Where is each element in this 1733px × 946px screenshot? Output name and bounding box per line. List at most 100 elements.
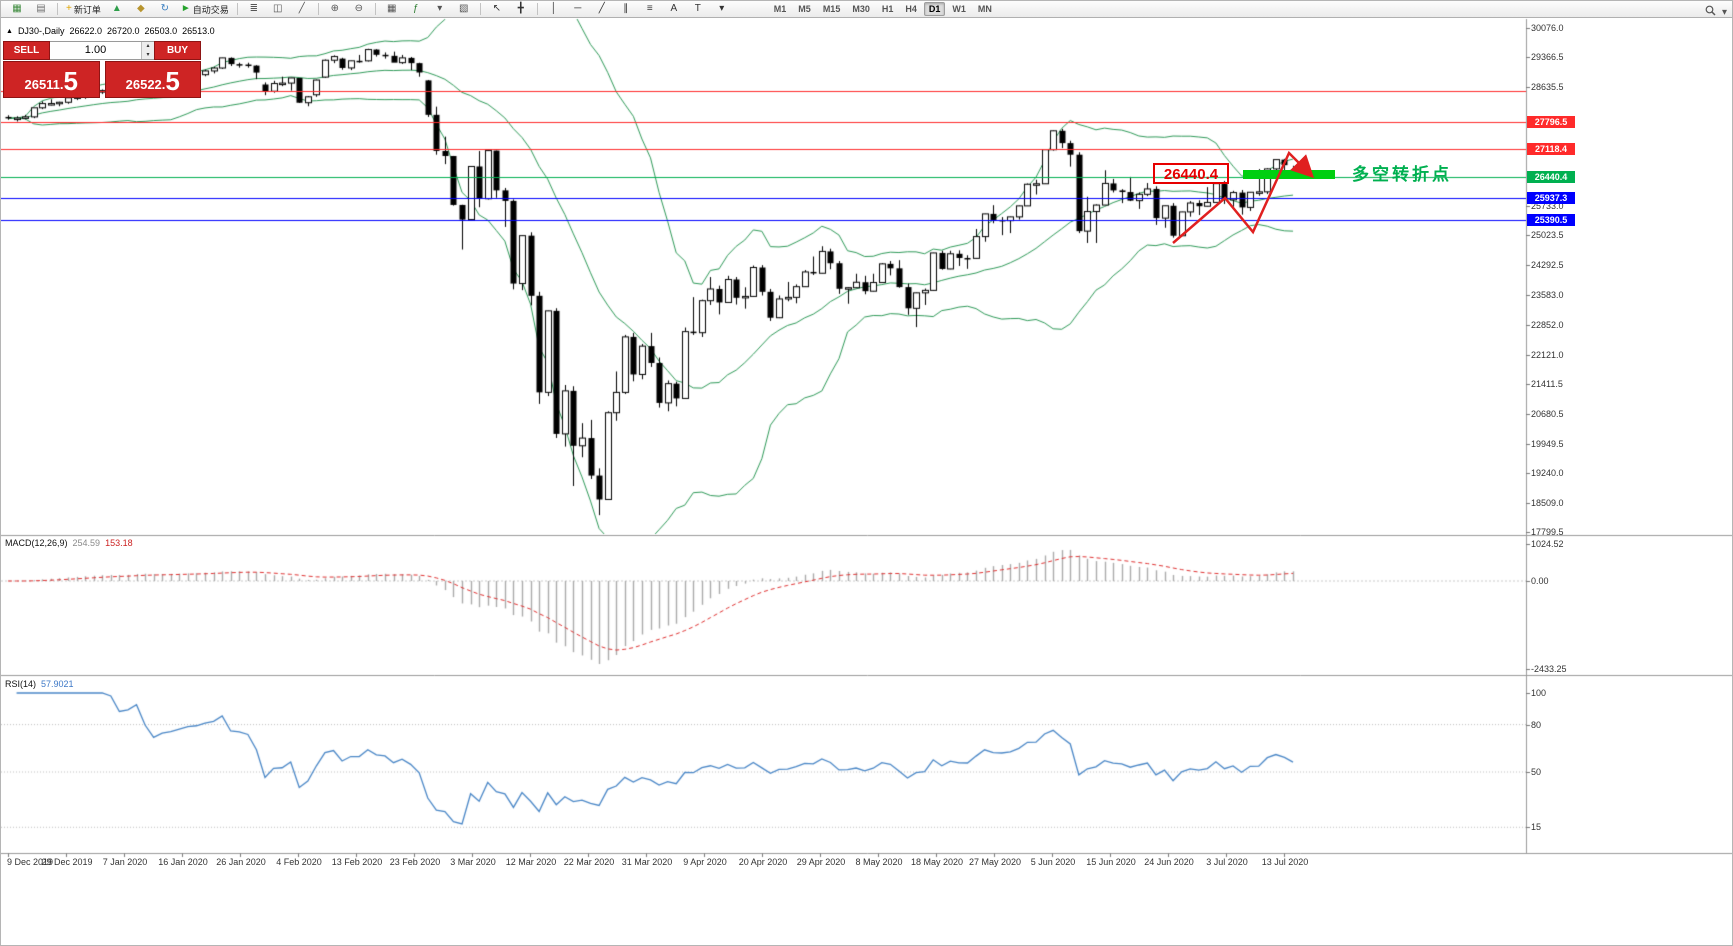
timeframe-W1-button[interactable]: W1 <box>952 4 966 14</box>
chart-profiles-button[interactable]: ▤ <box>30 1 52 18</box>
rsi-indicator-label: RSI(14) 57.9021 <box>5 679 74 689</box>
time-axis-label: 29 Apr 2020 <box>796 857 846 867</box>
tile-windows-button[interactable]: ▦ <box>381 1 403 18</box>
quick-nav-arrow-icon[interactable]: ▾ <box>1721 6 1727 18</box>
turning-point-label[interactable]: 多空转折点 <box>1352 165 1452 184</box>
indicators-button[interactable]: ƒ <box>405 1 427 18</box>
time-axis-label: 12 Mar 2020 <box>505 857 557 867</box>
bar-chart-type-button[interactable]: ≣ <box>243 1 265 18</box>
macd-signal-value: 153.18 <box>105 538 133 548</box>
time-axis-label: 20 Apr 2020 <box>738 857 788 867</box>
buy-price-box[interactable]: 26522. 5 <box>104 61 201 98</box>
time-axis-label: 9 Dec 2019 <box>6 857 54 867</box>
close-value: 26513.0 <box>182 26 215 36</box>
time-axis-label: 3 Jul 2020 <box>1206 857 1248 867</box>
toolbar-button-groups: ▦ ▤ + 新订单 ▲ ◆ ↻ ► 自动交易 ≣ ◫ ╱ ⊕ ⊖ ▦ ƒ ▾ ▧ ↖ ╋ │ ─ ╱ ∥ ≡ A T ▾ <box>5 1 734 18</box>
trendline-button[interactable]: ╱ <box>591 1 613 18</box>
price-axis-line-tag: 25937.3 <box>1527 191 1575 204</box>
time-axis-label: 26 Jan 2020 <box>216 857 266 867</box>
timeframe-MN-button[interactable]: MN <box>977 4 992 14</box>
lot-size-field[interactable]: 1.00 ▴ ▾ <box>50 41 154 60</box>
sell-price-box[interactable]: 26511. 5 <box>3 61 100 98</box>
chart-shift-icon[interactable]: ◆ <box>130 1 152 18</box>
price-axis-tick: 20680.5 <box>1531 408 1564 419</box>
time-axis-label: 9 Apr 2020 <box>683 857 727 867</box>
crosshair-button[interactable]: ╋ <box>510 1 532 18</box>
cursor-button[interactable]: ↖ <box>486 1 508 18</box>
zoom-out-button[interactable]: ⊖ <box>348 1 370 18</box>
sell-price-pip: 5 <box>63 66 78 96</box>
new-order-button[interactable]: + 新订单 <box>63 1 104 18</box>
time-axis-label: 8 May 2020 <box>855 857 903 867</box>
zoom-in-button[interactable]: ⊕ <box>324 1 346 18</box>
support-zone-highlight[interactable] <box>1243 170 1335 179</box>
buy-button[interactable]: BUY <box>154 41 201 60</box>
new-order-button-glyph: + <box>66 3 72 14</box>
price-axis-line-tag: 25390.5 <box>1527 214 1575 227</box>
sell-button[interactable]: SELL <box>3 41 50 60</box>
refresh-icon[interactable]: ↻ <box>154 1 176 18</box>
horizontal-line-button[interactable]: ─ <box>567 1 589 18</box>
fibonacci-button-glyph: ≡ <box>646 3 653 14</box>
channel-button-glyph: ∥ <box>623 3 629 14</box>
macd-name: MACD(12,26,9) <box>5 538 68 548</box>
timeframe-M1-button[interactable]: M1 <box>773 4 787 14</box>
timeframe-D1-button[interactable]: D1 <box>923 2 946 16</box>
lot-size-value[interactable]: 1.00 <box>84 44 107 56</box>
price-level-annotation[interactable]: 26440.4 <box>1153 163 1229 184</box>
price-axis-tick: 18509.0 <box>1531 497 1564 508</box>
rsi-axis-tick: 50 <box>1531 767 1542 777</box>
line-chart-type-button[interactable]: ╱ <box>291 1 313 18</box>
macd-indicator-label: MACD(12,26,9) 254.59 153.18 <box>5 538 133 548</box>
text-label-button[interactable]: T <box>687 1 709 18</box>
rsi-axis-tick: 15 <box>1531 822 1542 833</box>
lot-increase-icon[interactable]: ▴ <box>142 42 154 51</box>
trend-zigzag-arrow[interactable] <box>1141 129 1341 259</box>
price-axis-tick: 17799.5 <box>1531 527 1564 537</box>
time-axis-label: 13 Jul 2020 <box>1261 857 1309 867</box>
price-axis-line-tag: 27118.4 <box>1527 143 1575 156</box>
timeframe-M15-button[interactable]: M15 <box>822 4 841 14</box>
vertical-line-button-glyph: │ <box>550 3 557 14</box>
channel-button[interactable]: ∥ <box>615 1 637 18</box>
candlestick-chart-type-button-glyph: ◫ <box>273 3 283 14</box>
time-axis-label: 31 Mar 2020 <box>621 857 673 867</box>
price-axis-tick: 21411.5 <box>1531 378 1563 389</box>
arrows-dropdown[interactable]: ▾ <box>711 1 733 18</box>
toolbar-separator <box>374 3 376 15</box>
timeframe-H4-button[interactable]: H4 <box>905 4 917 14</box>
macd-axis-tick: 0.00 <box>1531 576 1549 586</box>
rsi-name: RSI(14) <box>5 679 37 689</box>
price-axis-tick: 23583.0 <box>1531 289 1564 300</box>
vertical-line-button[interactable]: │ <box>543 1 565 18</box>
periods-dropdown[interactable]: ▾ <box>429 1 451 18</box>
chart-shift-icon-glyph: ◆ <box>137 3 145 14</box>
crosshair-button-glyph: ╋ <box>517 3 524 14</box>
templates-button[interactable]: ▧ <box>453 1 475 18</box>
time-axis-label: 4 Feb 2020 <box>276 857 322 867</box>
sell-price-main: 26511. <box>24 77 64 92</box>
macd-main-value: 254.59 <box>72 538 101 548</box>
time-axis-label: 13 Feb 2020 <box>331 857 383 867</box>
timeframe-M30-button[interactable]: M30 <box>852 4 870 14</box>
toolbar-separator <box>479 3 481 15</box>
open-value: 26622.0 <box>69 26 102 36</box>
timeframe-H1-button[interactable]: H1 <box>881 4 894 14</box>
line-chart-type-button-glyph: ╱ <box>298 3 305 14</box>
toolbar-separator <box>57 3 58 15</box>
fibonacci-button[interactable]: ≡ <box>639 1 661 18</box>
time-axis-label: 5 Jun 2020 <box>1030 857 1076 867</box>
candlestick-chart-type-button[interactable]: ◫ <box>267 1 289 18</box>
new-chart-button[interactable]: ▦ <box>6 1 28 18</box>
chart-up-icon[interactable]: ▲ <box>106 1 128 18</box>
toolbar-separator <box>236 3 238 15</box>
timeframe-M5-button[interactable]: M5 <box>798 4 811 14</box>
text-button[interactable]: A <box>663 1 685 18</box>
lot-decrease-icon[interactable]: ▾ <box>142 50 154 59</box>
auto-trading-button[interactable]: ► 自动交易 <box>178 1 232 18</box>
rsi-axis-tick: 80 <box>1531 719 1542 730</box>
time-axis-label: 23 Feb 2020 <box>389 857 441 867</box>
search-icon[interactable] <box>1705 3 1716 21</box>
